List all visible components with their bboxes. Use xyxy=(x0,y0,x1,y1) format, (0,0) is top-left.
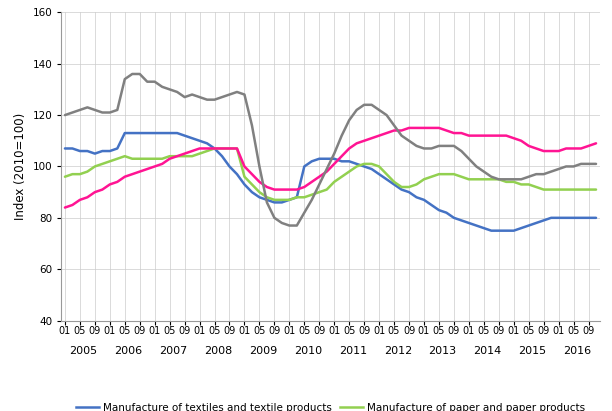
Text: 2016: 2016 xyxy=(563,346,591,356)
Line: Metal industry: Metal industry xyxy=(65,74,596,226)
Chemical industry xyxy=(405,125,412,130)
Metal industry xyxy=(129,72,136,76)
Manufacture of paper and paper products xyxy=(413,182,420,187)
Metal industry xyxy=(592,162,600,166)
Chemical industry xyxy=(61,205,69,210)
Manufacture of paper and paper products xyxy=(435,172,442,177)
Line: Chemical industry: Chemical industry xyxy=(65,128,596,208)
Manufacture of textiles and textile products xyxy=(368,166,375,171)
Text: 2010: 2010 xyxy=(294,346,322,356)
Manufacture of paper and paper products xyxy=(248,182,256,187)
Chemical industry xyxy=(188,149,196,154)
Chemical industry xyxy=(592,141,600,146)
Metal industry xyxy=(413,143,420,148)
Metal industry xyxy=(562,164,570,169)
Text: 2007: 2007 xyxy=(159,346,187,356)
Manufacture of textiles and textile products xyxy=(144,131,151,136)
Metal industry xyxy=(144,79,151,84)
Metal industry xyxy=(435,143,442,148)
Metal industry xyxy=(248,123,256,128)
Manufacture of paper and paper products xyxy=(592,187,600,192)
Chemical industry xyxy=(360,138,368,143)
Text: 2015: 2015 xyxy=(518,346,547,356)
Manufacture of textiles and textile products xyxy=(121,131,129,136)
Line: Manufacture of paper and paper products: Manufacture of paper and paper products xyxy=(65,148,596,200)
Line: Manufacture of textiles and textile products: Manufacture of textiles and textile prod… xyxy=(65,133,596,231)
Manufacture of paper and paper products xyxy=(61,174,69,179)
Text: 2012: 2012 xyxy=(384,346,412,356)
Metal industry xyxy=(61,113,69,118)
Text: 2008: 2008 xyxy=(204,346,233,356)
Chemical industry xyxy=(428,125,435,130)
Manufacture of textiles and textile products xyxy=(562,215,570,220)
Chemical industry xyxy=(136,169,143,174)
Manufacture of textiles and textile products xyxy=(428,203,435,208)
Metal industry xyxy=(286,223,293,228)
Manufacture of paper and paper products xyxy=(271,197,278,202)
Chemical industry xyxy=(398,128,405,133)
Manufacture of textiles and textile products xyxy=(488,228,495,233)
Manufacture of paper and paper products xyxy=(375,164,382,169)
Manufacture of textiles and textile products xyxy=(592,215,600,220)
Manufacture of textiles and textile products xyxy=(405,190,412,195)
Manufacture of paper and paper products xyxy=(211,146,218,151)
Manufacture of paper and paper products xyxy=(562,187,570,192)
Manufacture of textiles and textile products xyxy=(61,146,69,151)
Text: 2006: 2006 xyxy=(114,346,143,356)
Text: 2011: 2011 xyxy=(339,346,367,356)
Manufacture of paper and paper products xyxy=(136,156,143,161)
Text: 2013: 2013 xyxy=(428,346,457,356)
Manufacture of textiles and textile products xyxy=(248,190,256,195)
Text: 2014: 2014 xyxy=(474,346,502,356)
Legend: Manufacture of textiles and textile products, Chemical industry, Manufacture of : Manufacture of textiles and textile prod… xyxy=(76,403,585,411)
Y-axis label: Index (2010=100): Index (2010=100) xyxy=(14,113,27,220)
Text: 2009: 2009 xyxy=(249,346,277,356)
Text: 2005: 2005 xyxy=(70,346,98,356)
Metal industry xyxy=(375,108,382,113)
Chemical industry xyxy=(241,164,248,169)
